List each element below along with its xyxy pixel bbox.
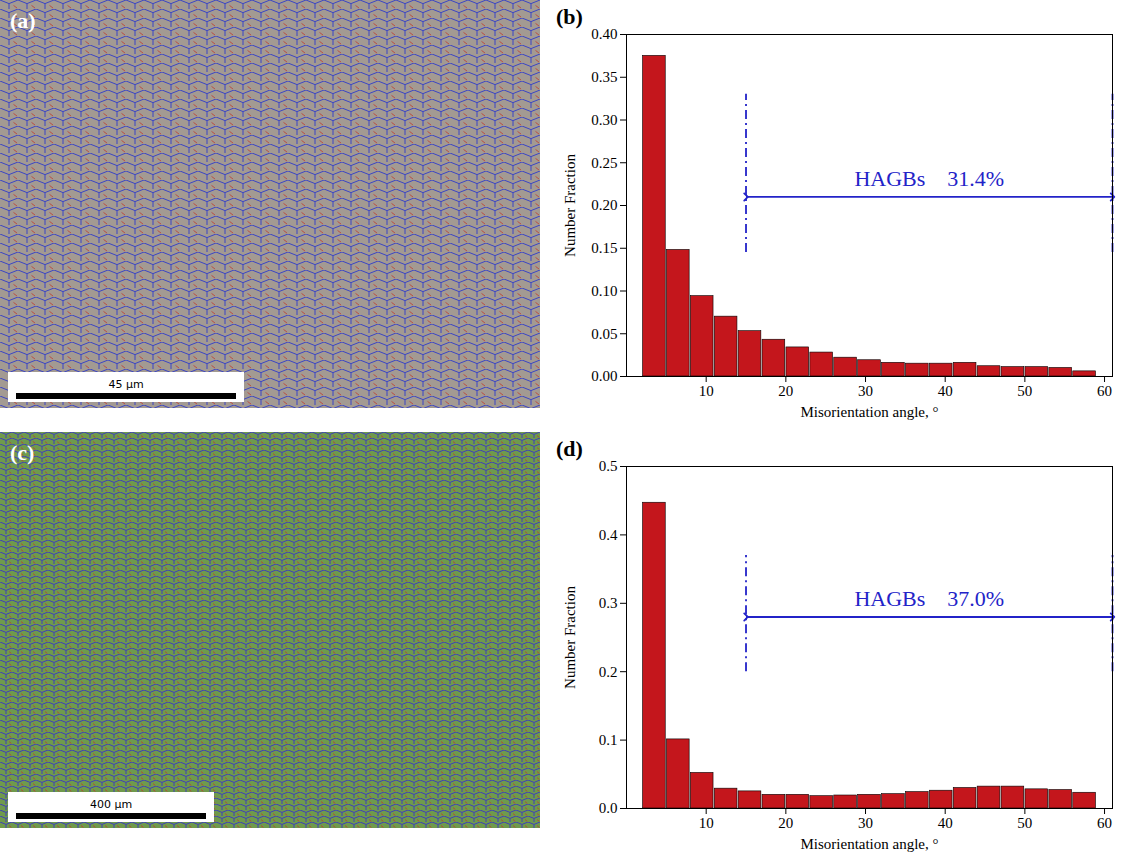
svg-text:Number Fraction: Number Fraction — [562, 586, 578, 689]
svg-text:0.00: 0.00 — [591, 368, 617, 384]
svg-text:40: 40 — [938, 383, 953, 399]
svg-text:Number Fraction: Number Fraction — [562, 154, 578, 257]
svg-text:50: 50 — [1017, 383, 1032, 399]
svg-text:0.25: 0.25 — [591, 155, 617, 171]
svg-text:Misorientation angle, °: Misorientation angle, ° — [800, 404, 938, 420]
svg-text:60: 60 — [1097, 383, 1112, 399]
svg-text:20: 20 — [778, 383, 793, 399]
svg-text:400 μm: 400 μm — [90, 798, 132, 811]
svg-text:0.40: 0.40 — [591, 26, 617, 42]
svg-text:30: 30 — [858, 815, 873, 831]
svg-text:0.0: 0.0 — [599, 800, 618, 816]
svg-text:0.35: 0.35 — [591, 69, 617, 85]
svg-text:40: 40 — [938, 815, 953, 831]
svg-text:0.15: 0.15 — [591, 240, 617, 256]
svg-text:0.05: 0.05 — [591, 326, 617, 342]
svg-text:10: 10 — [699, 383, 714, 399]
svg-text:0.30: 0.30 — [591, 112, 617, 128]
svg-text:45 μm: 45 μm — [108, 378, 143, 391]
svg-text:0.1: 0.1 — [599, 732, 618, 748]
svg-text:0.2: 0.2 — [599, 664, 618, 680]
svg-text:60: 60 — [1097, 815, 1112, 831]
svg-text:0.4: 0.4 — [599, 527, 618, 543]
svg-text:0.20: 0.20 — [591, 197, 617, 213]
svg-text:0.10: 0.10 — [591, 283, 617, 299]
html-text:(b): (b) — [556, 4, 583, 29]
svg-text:50: 50 — [1017, 815, 1032, 831]
html-text:(d): (d) — [556, 436, 583, 461]
svg-text:(a): (a) — [10, 8, 36, 33]
svg-text:10: 10 — [699, 815, 714, 831]
svg-text:Misorientation angle, °: Misorientation angle, ° — [800, 836, 938, 852]
svg-text:(c): (c) — [10, 440, 34, 465]
svg-text:HAGBs 31.4%: HAGBs 31.4% — [854, 166, 1004, 191]
svg-text:HAGBs 37.0%: HAGBs 37.0% — [854, 586, 1004, 611]
svg-text:0.5: 0.5 — [599, 458, 618, 474]
svg-text:30: 30 — [858, 383, 873, 399]
svg-text:20: 20 — [778, 815, 793, 831]
svg-text:0.3: 0.3 — [599, 595, 618, 611]
